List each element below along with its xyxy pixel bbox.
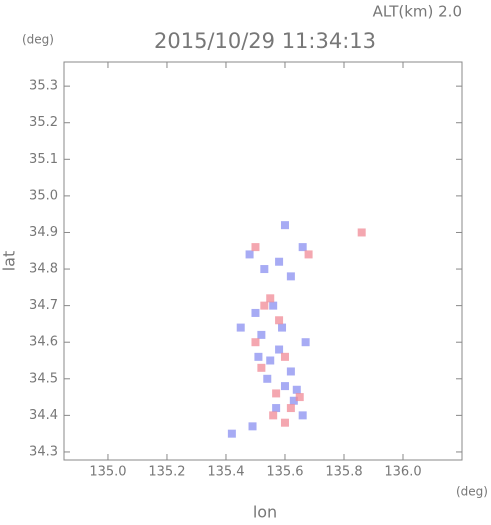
x-axis-label: lon (253, 503, 277, 522)
echo-point (286, 272, 295, 281)
y-tick-label: 34.9 (29, 225, 58, 240)
echo-point (251, 338, 260, 347)
echo-point (286, 367, 295, 376)
echo-point (272, 389, 281, 398)
echo-point (280, 221, 289, 230)
echo-point (248, 422, 257, 431)
echo-point (289, 396, 298, 405)
echo-point (257, 363, 266, 372)
x-unit: (deg) (456, 485, 488, 499)
echo-point (260, 265, 269, 274)
echo-point (266, 356, 275, 365)
y-tick-label: 34.8 (29, 262, 58, 277)
y-tick-label: 35.1 (29, 152, 58, 167)
echo-point (280, 352, 289, 361)
echo-point (357, 228, 366, 237)
y-tick-label: 34.6 (29, 335, 58, 350)
echo-point (286, 404, 295, 413)
y-tick-label: 35.2 (29, 115, 58, 130)
y-tick-label: 34.3 (29, 444, 58, 459)
echo-point (292, 385, 301, 394)
echo-point (254, 352, 263, 361)
x-tick-label: 135.2 (148, 465, 185, 480)
y-tick-label: 35.0 (29, 188, 58, 203)
echo-point (275, 257, 284, 266)
echo-point (263, 374, 272, 383)
echo-point (257, 330, 266, 339)
plot-frame (63, 61, 463, 461)
echo-point (269, 301, 278, 310)
x-tick-label: 136.0 (384, 465, 421, 480)
y-tick-label: 35.3 (29, 79, 58, 94)
x-tick-label: 135.4 (207, 465, 244, 480)
echo-point (227, 429, 236, 438)
x-tick-label: 135.6 (266, 465, 303, 480)
echo-point (269, 411, 278, 420)
y-tick-label: 34.5 (29, 371, 58, 386)
echo-point (275, 316, 284, 325)
y-tick-label: 34.4 (29, 408, 58, 423)
echo-point (298, 411, 307, 420)
echo-point (236, 323, 245, 332)
echo-point (278, 323, 287, 332)
echo-point (251, 308, 260, 317)
echo-point (275, 345, 284, 354)
y-axis-label: lat (0, 251, 19, 272)
echo-point (280, 418, 289, 427)
echo-point (266, 294, 275, 303)
echo-point (260, 301, 269, 310)
x-tick-label: 135.0 (89, 465, 126, 480)
chart-title: 2015/10/29 11:34:13 (154, 29, 376, 53)
echo-point (251, 243, 260, 252)
echo-point (245, 250, 254, 259)
echo-point (304, 250, 313, 259)
altitude-label: ALT(km) 2.0 (373, 3, 462, 21)
echo-point (295, 393, 304, 402)
echo-point (298, 243, 307, 252)
y-tick-label: 34.7 (29, 298, 58, 313)
echo-point (301, 338, 310, 347)
y-unit: (deg) (22, 33, 54, 47)
echo-point (280, 382, 289, 391)
echo-point (272, 404, 281, 413)
x-tick-label: 135.8 (325, 465, 362, 480)
